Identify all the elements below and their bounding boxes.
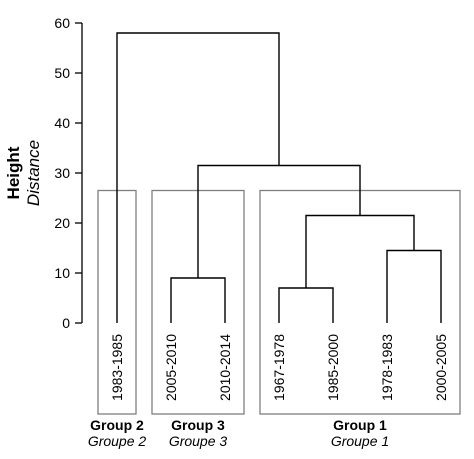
y-tick-label: 10	[54, 265, 70, 281]
leaf-label: 1985-2000	[325, 334, 341, 401]
dendrogram-link	[305, 214, 415, 288]
y-axis-label: Height	[4, 146, 23, 199]
y-axis-title: Height Distance	[4, 140, 43, 206]
leaf-label: 1983-1985	[109, 334, 125, 401]
leaf-label: 2005-2010	[163, 334, 179, 401]
dendrogram-link	[116, 32, 280, 323]
group-label: Group 2	[90, 417, 144, 433]
dendrogram-link	[278, 287, 334, 323]
leaf-label: 2010-2014	[217, 334, 233, 401]
y-tick-label: 60	[54, 15, 70, 31]
dendrogram-link	[170, 277, 226, 323]
group-label: Group 1	[333, 417, 387, 433]
group-label: Group 3	[171, 417, 225, 433]
y-tick-label: 40	[54, 115, 70, 131]
leaf-label: 1967-1978	[271, 334, 287, 401]
y-axis: 0 10 20 30 40 50 60	[54, 15, 83, 331]
leaf-label: 1978-1983	[379, 334, 395, 401]
leaf-labels: 1983-1985 2005-2010 2010-2014 1967-1978 1985…	[109, 334, 449, 401]
group-sublabel: Groupe 1	[331, 433, 389, 449]
dendrogram-link	[386, 249, 442, 323]
y-axis-sublabel: Distance	[24, 140, 43, 206]
y-tick-label: 50	[54, 65, 70, 81]
leaf-label: 2000-2005	[433, 334, 449, 401]
dendrogram-links	[116, 32, 442, 323]
dendrogram-link	[197, 164, 361, 278]
y-tick-label: 0	[62, 315, 70, 331]
group-sublabel: Groupe 3	[169, 433, 228, 449]
group-box	[259, 189, 461, 415]
y-tick-label: 20	[54, 215, 70, 231]
group-sublabel: Groupe 2	[88, 433, 147, 449]
y-tick-label: 30	[54, 165, 70, 181]
